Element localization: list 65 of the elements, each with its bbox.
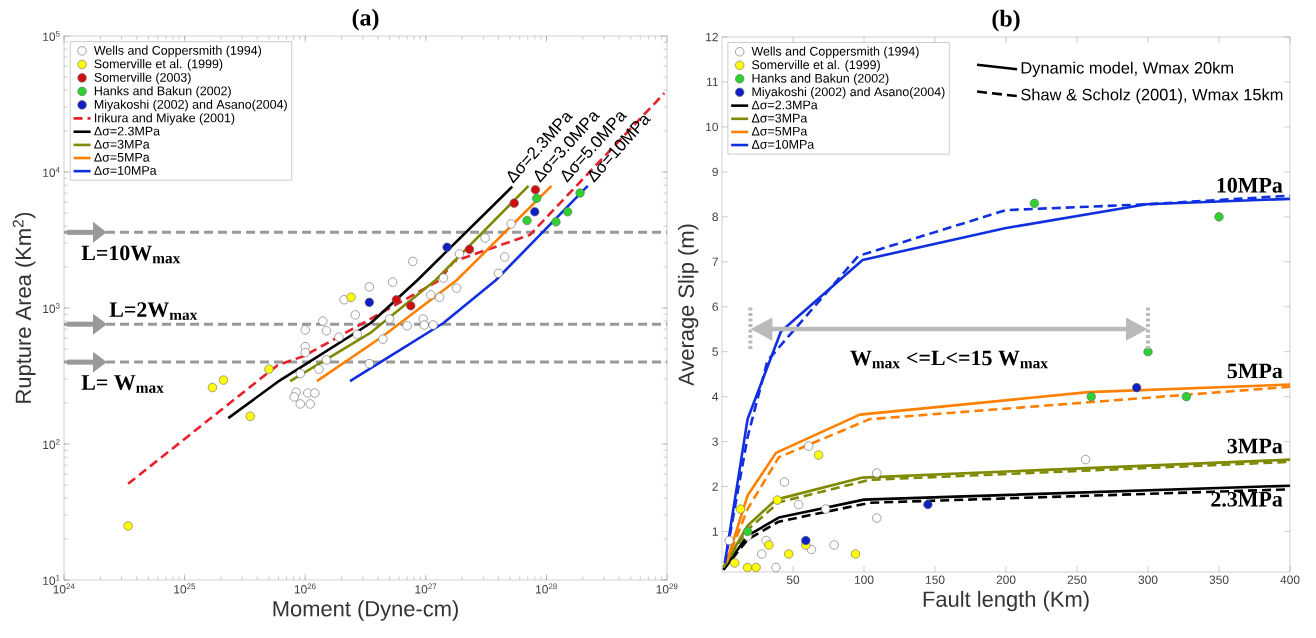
y-tick-label: 10$^{2}$ [43,438,60,449]
y-tick-label: 10$^{1}$ [43,575,60,585]
y-tick-label: 1 [712,527,718,536]
annotation: Shaw & Scholz (2001), Wmax 15km [1021,88,1283,104]
x-tick-label: 50 [786,575,800,584]
legend-label: Miyakoshi (2002) and Asano(2004) [752,87,945,99]
x-tick-label: 10$^{27}$ [415,583,437,594]
legend-label: Δσ=2.3MPa [751,100,818,110]
y-axis-title: Average Slip (m) [677,224,699,386]
legend-label: Somerville (2003) [94,72,191,85]
y-tick-label: 5 [712,347,718,356]
annotation: 2.3MPa [1211,491,1283,507]
y-tick-label: 10$^{5}$ [43,31,60,41]
x-tick-label: 350 [1209,575,1229,584]
y-tick-label: 10$^{4}$ [43,167,60,177]
y-tick-label: 7 [712,257,718,266]
x-tick-label: 10$^{29}$ [656,583,678,594]
legend-label: Wells and Coppersmith (1994) [93,45,262,58]
legend-label: Somerville et al. (1999) [94,59,223,71]
y-tick-label: 10$^{3}$ [43,302,60,313]
legend-label: Δσ=3MPa [94,139,150,149]
legend-label: Irikura and Miyake (2001) [95,113,235,125]
legend-label: Wells and Coppersmith (1994) [751,46,919,59]
y-tick-label: 9 [712,167,718,177]
annotation: Dynamic model, Wmax 20km [1021,61,1233,77]
annotation: 3MPa [1227,438,1283,454]
legend-label: Hanks and Bakun (2002) [752,73,889,86]
legend-label: Hanks and Bakun (2002) [94,86,231,98]
legend-label: Δσ=10MPa [751,139,815,149]
chart-title: (a) [352,8,379,31]
x-tick-label: 10$^{26}$ [294,583,316,594]
y-tick-label: 11 [706,77,718,87]
x-tick-label: 300 [1138,575,1158,584]
y-tick-label: 8 [712,212,718,222]
x-axis-title: Fault length (Km) [923,590,1089,612]
y-axis-title: Rupture Area (Km$^{2}$) [12,212,36,403]
x-tick-label: 100 [854,575,874,584]
annotation: 5MPa [1227,363,1283,379]
x-tick-label: 400 [1280,575,1300,584]
legend-label: Δσ=5MPa [94,153,150,162]
x-tick-label: 250 [1067,575,1087,584]
legend-label: Δσ=5MPa [751,126,808,136]
chart-title: (b) [992,9,1020,32]
annotation: L=2W$_{max}$ [109,302,198,321]
annotation: 10MPa [1217,177,1283,193]
y-tick-label: 10 [706,122,719,132]
legend-label: Somerville et al. (1999) [752,60,880,72]
x-tick-label: 10$^{28}$ [536,583,557,594]
x-tick-label: 200 [996,575,1016,584]
y-tick-label: 12 [706,32,718,42]
x-tick-label: 150 [925,575,945,584]
y-tick-label: 4 [712,392,719,401]
annotation: W$_{max}$ <=L<=15 W$_{max}$ [850,350,1048,369]
annotation: L=10W$_{max}$ [81,245,181,264]
y-tick-label: 6 [712,302,718,311]
legend-label: Δσ=2.3MPa [94,126,161,136]
x-tick-label: 10$^{24}$ [53,583,75,594]
legend-label: Miyakoshi (2002) and Asano(2004) [94,99,287,112]
annotation: L= W$_{max}$ [81,375,164,393]
y-tick-label: 3 [712,437,718,446]
legend-label: Δσ=3MPa [751,113,808,123]
x-axis-title: Moment (Dyne-cm) [273,600,458,621]
x-tick-label: 10$^{25}$ [174,583,196,594]
legend-label: Δσ=10MPa [94,166,157,175]
y-tick-label: 2 [712,482,718,491]
